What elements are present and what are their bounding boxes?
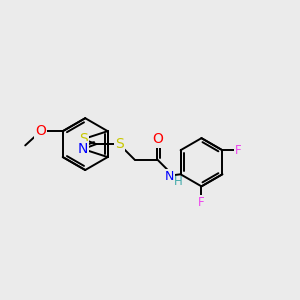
Text: H: H — [174, 175, 183, 188]
Text: N: N — [165, 170, 174, 183]
Text: F: F — [235, 144, 242, 157]
Text: O: O — [35, 124, 46, 138]
Text: S: S — [115, 137, 123, 151]
Text: N: N — [78, 142, 88, 156]
Text: S: S — [79, 132, 87, 146]
Text: O: O — [152, 132, 163, 146]
Text: F: F — [198, 196, 205, 208]
